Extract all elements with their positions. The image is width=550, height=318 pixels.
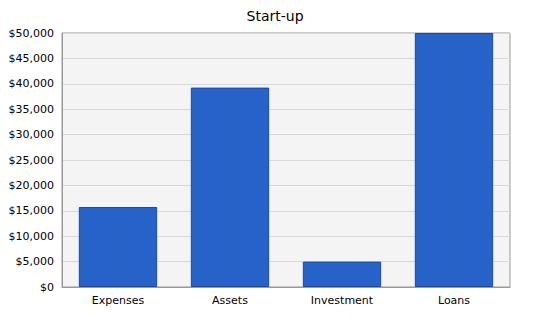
svg-text:Loans: Loans bbox=[438, 294, 470, 307]
svg-text:$35,000: $35,000 bbox=[9, 103, 55, 116]
svg-text:$25,000: $25,000 bbox=[9, 154, 55, 167]
svg-text:$10,000: $10,000 bbox=[9, 230, 55, 243]
svg-text:$5,000: $5,000 bbox=[16, 255, 55, 268]
svg-text:$40,000: $40,000 bbox=[9, 77, 55, 90]
svg-text:$20,000: $20,000 bbox=[9, 179, 55, 192]
svg-text:$0: $0 bbox=[40, 281, 54, 294]
svg-text:$50,000: $50,000 bbox=[9, 27, 55, 40]
svg-text:Investment: Investment bbox=[311, 294, 374, 307]
svg-text:Expenses: Expenses bbox=[92, 294, 145, 307]
svg-text:Assets: Assets bbox=[212, 294, 248, 307]
svg-text:$30,000: $30,000 bbox=[9, 128, 55, 141]
svg-text:Start-up: Start-up bbox=[246, 8, 303, 24]
svg-text:$15,000: $15,000 bbox=[9, 204, 55, 217]
svg-text:$45,000: $45,000 bbox=[9, 52, 55, 65]
